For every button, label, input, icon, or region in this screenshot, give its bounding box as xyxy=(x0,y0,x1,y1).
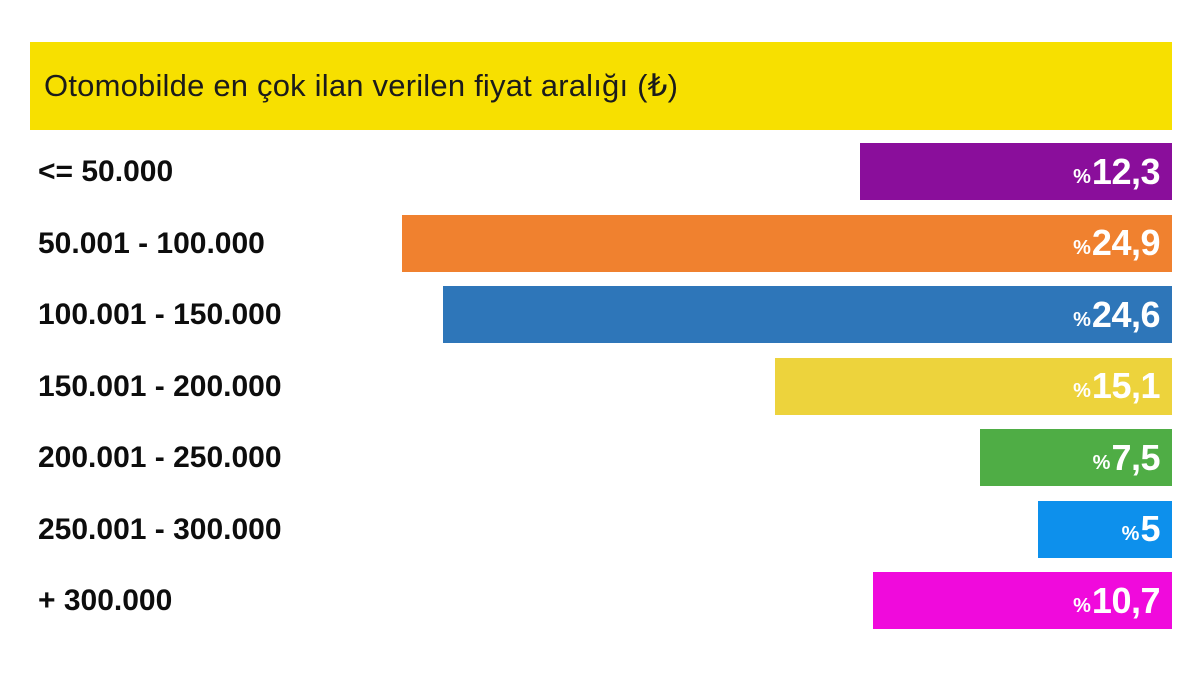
bar-100001-150000: % 24,6 xyxy=(443,286,1172,343)
chart-row: 100.001 - 150.000 % 24,6 xyxy=(0,286,1200,358)
bar-value: 24,9 xyxy=(1091,222,1161,263)
bar-value: 5 xyxy=(1140,508,1160,549)
bar-150001-200000: % 15,1 xyxy=(775,357,1172,415)
chart-row: <= 50.000 % 12,3 xyxy=(0,143,1200,215)
bar-50001-100000: % 24,9 xyxy=(402,214,1172,272)
category-label: 250.001 - 300.000 xyxy=(38,512,282,546)
title-bar: Otomobilde en çok ilan verilen fiyat ara… xyxy=(30,42,1172,130)
chart-row: + 300.000 % 10,7 xyxy=(0,572,1200,644)
percent-symbol: % xyxy=(1073,237,1091,259)
bar-value: 12,3 xyxy=(1091,150,1161,192)
category-label: 50.001 - 100.000 xyxy=(38,226,265,260)
category-label: 150.001 - 200.000 xyxy=(38,369,282,403)
category-label: 100.001 - 150.000 xyxy=(38,298,282,331)
chart-row: 50.001 - 100.000 % 24,9 xyxy=(0,214,1200,287)
bar-value: 7,5 xyxy=(1111,436,1160,478)
percent-symbol: % xyxy=(1121,523,1140,545)
bar-plus-300000: % 10,7 xyxy=(873,572,1172,629)
bar-rows: <= 50.000 % 12,3 50.001 - 100.000 % 24,9… xyxy=(0,143,1200,644)
percent-symbol: % xyxy=(1073,380,1091,402)
percent-symbol: % xyxy=(1073,308,1091,331)
percent-symbol: % xyxy=(1073,165,1091,188)
category-label: <= 50.000 xyxy=(38,155,174,188)
percent-symbol: % xyxy=(1073,594,1091,617)
category-label: 200.001 - 250.000 xyxy=(38,441,282,474)
chart-row: 200.001 - 250.000 % 7,5 xyxy=(0,429,1200,501)
bar-200001-250000: % 7,5 xyxy=(980,429,1172,486)
bar-250001-300000: % 5 xyxy=(1038,500,1172,558)
bar-lte-50000: % 12,3 xyxy=(860,143,1172,200)
category-label: + 300.000 xyxy=(38,584,173,617)
bar-value: 24,6 xyxy=(1091,293,1161,335)
bar-value: 10,7 xyxy=(1091,579,1161,621)
chart-row: 250.001 - 300.000 % 5 xyxy=(0,500,1200,573)
bar-value: 15,1 xyxy=(1091,365,1161,406)
chart-title: Otomobilde en çok ilan verilen fiyat ara… xyxy=(44,68,679,103)
percent-symbol: % xyxy=(1092,451,1111,474)
chart-row: 150.001 - 200.000 % 15,1 xyxy=(0,357,1200,430)
